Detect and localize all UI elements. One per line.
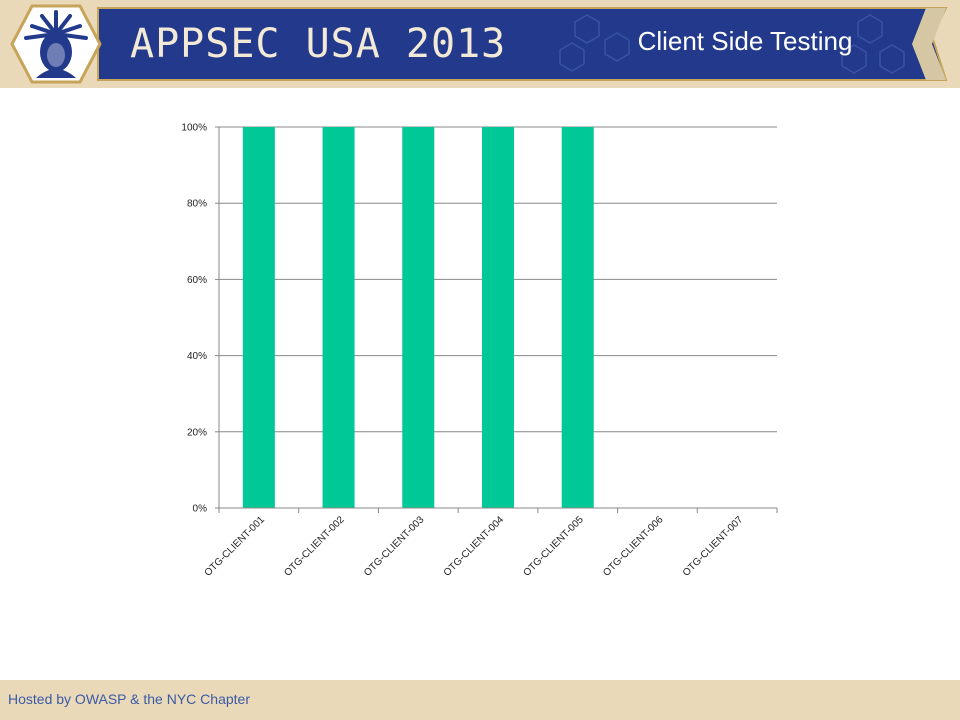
axes: [215, 126, 778, 513]
bar: [482, 127, 514, 508]
bar: [561, 127, 594, 508]
bar: [322, 127, 355, 508]
bar: [242, 127, 275, 508]
x-tick-label: OTG-CLIENT-006: [601, 514, 666, 579]
x-tick-label: OTG-CLIENT-003: [362, 514, 427, 579]
event-title: APPSEC USA 2013: [130, 21, 507, 67]
y-tick-label: 100%: [181, 123, 207, 134]
x-tick-labels: OTG-CLIENT-001 OTG-CLIENT-002 OTG-CLIENT-0…: [203, 514, 746, 579]
header-banner: [10, 4, 948, 84]
footer-text: Hosted by OWASP & the NYC Chapter: [8, 691, 250, 707]
x-tick-label: OTG-CLIENT-001: [203, 514, 268, 579]
x-tick-label: OTG-CLIENT-004: [442, 514, 507, 579]
x-tick-label: OTG-CLIENT-005: [521, 514, 586, 579]
y-tick-label: 20%: [187, 427, 207, 438]
x-tick-label: OTG-CLIENT-002: [282, 514, 347, 579]
slide-title: Client Side Testing: [637, 26, 853, 56]
bar: [402, 127, 435, 508]
y-tick-label: 0%: [193, 504, 208, 515]
y-tick-label: 80%: [187, 199, 207, 210]
y-tick-label: 40%: [187, 351, 207, 362]
x-tick-label: OTG-CLIENT-007: [681, 514, 746, 579]
y-tick-labels: 0% 20% 40% 60% 80% 100%: [181, 123, 207, 515]
footer-band: Hosted by OWASP & the NYC Chapter: [0, 680, 960, 720]
y-tick-label: 60%: [187, 275, 207, 286]
statue-of-liberty-icon: [10, 4, 102, 84]
bars: [242, 127, 594, 508]
